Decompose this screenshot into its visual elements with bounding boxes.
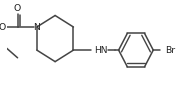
Text: O: O bbox=[14, 4, 21, 13]
Text: HN: HN bbox=[95, 46, 108, 55]
Text: O: O bbox=[0, 22, 6, 32]
Text: N: N bbox=[33, 24, 40, 32]
Text: Br: Br bbox=[165, 46, 175, 55]
